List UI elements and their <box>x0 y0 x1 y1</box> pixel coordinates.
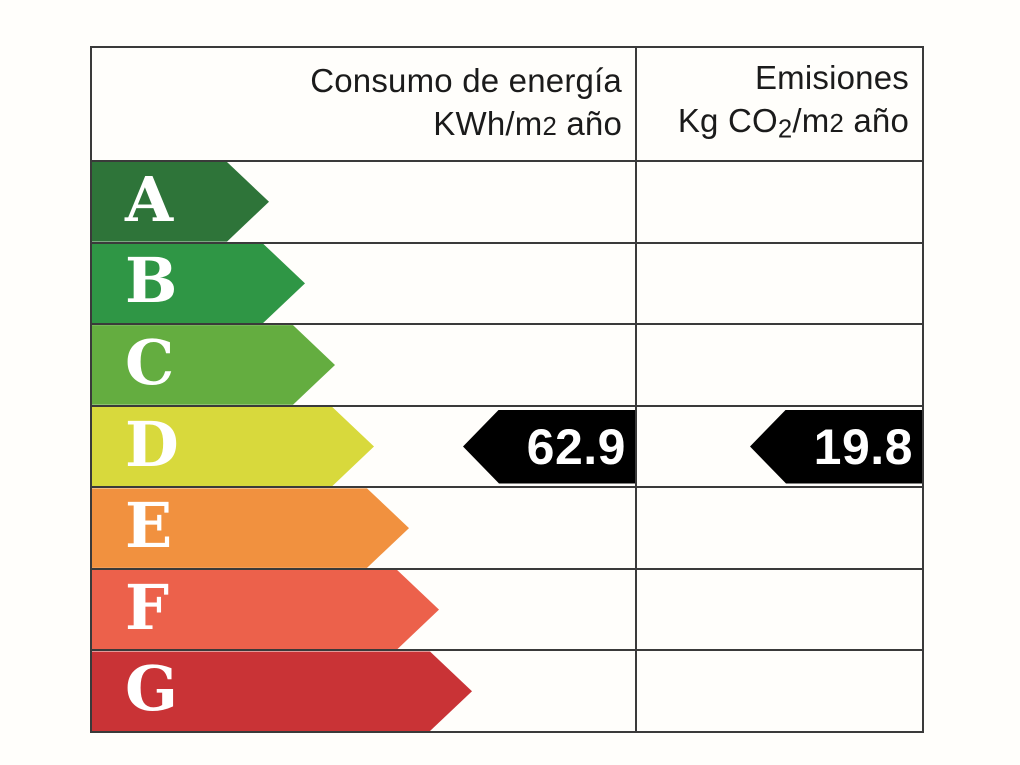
rating-arrow-a: A <box>92 162 269 242</box>
consumption-cell-g <box>635 651 922 732</box>
grade-letter-b: B <box>125 244 178 318</box>
rating-row-c: C <box>92 323 922 405</box>
rating-arrow-b: B <box>92 244 305 324</box>
rating-row-f: F <box>92 567 922 650</box>
consumption-cell-a <box>635 162 922 242</box>
rating-arrow-e: E <box>92 488 409 568</box>
header-row: Consumo de energía KWh/m2 año Emisiones … <box>92 48 922 160</box>
consumption-header-line1: Consumo de energía <box>310 62 622 99</box>
rating-row-d: D 62.9 19.8 <box>92 404 922 487</box>
rating-arrow-d: D <box>92 407 374 487</box>
grade-letter-d: D <box>125 407 179 481</box>
consumption-value-arrow: 62.9 <box>463 409 635 484</box>
rating-row-b: B <box>92 241 922 324</box>
emissions-cell-d: 19.8 <box>635 406 922 487</box>
consumption-cell-e <box>635 488 922 568</box>
rating-arrow-f: F <box>92 570 439 650</box>
emissions-value-arrow: 19.8 <box>750 409 922 484</box>
consumption-value: 62.9 <box>526 418 626 475</box>
consumption-cell-b <box>635 243 922 324</box>
emissions-header-line1: Emisiones <box>754 59 909 97</box>
m2-digit: 2 <box>542 113 557 141</box>
rating-arrow-c: C <box>92 325 335 405</box>
grade-letter-e: E <box>125 489 173 563</box>
consumption-header: Consumo de energía KWh/m2 año <box>92 48 635 160</box>
consumption-header-line2: KWh/m2 año <box>433 105 622 142</box>
emissions-header: Emisiones Kg CO2/m2 año <box>635 48 922 160</box>
grade-letter-a: A <box>125 162 174 236</box>
co2-subscript: 2 <box>777 115 793 144</box>
rating-row-g: G <box>92 649 922 732</box>
emissions-header-line2: Kg CO2/m2 año <box>677 102 909 144</box>
rating-row-a: A <box>92 160 922 242</box>
rating-row-e: E <box>92 486 922 568</box>
rating-arrow-g: G <box>92 651 472 731</box>
grade-letter-f: F <box>125 570 170 644</box>
consumption-cell-f <box>635 569 922 650</box>
grade-letter-c: C <box>125 325 175 399</box>
emissions-value: 19.8 <box>813 418 913 475</box>
grade-letter-g: G <box>125 652 178 726</box>
m2-digit: 2 <box>829 110 844 139</box>
consumption-cell-c <box>635 325 922 405</box>
rating-table: Consumo de energía KWh/m2 año Emisiones … <box>90 46 924 733</box>
